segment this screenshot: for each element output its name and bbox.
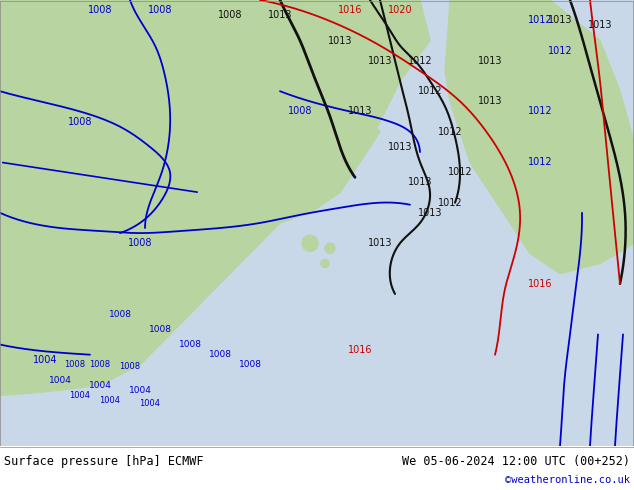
Polygon shape	[445, 0, 634, 273]
Text: 1004: 1004	[49, 375, 72, 385]
Circle shape	[50, 132, 70, 152]
Text: 1008: 1008	[179, 340, 202, 349]
Circle shape	[325, 243, 335, 253]
Text: 1008: 1008	[108, 310, 131, 318]
Text: 1008: 1008	[148, 325, 172, 334]
Circle shape	[563, 236, 577, 250]
Text: ©weatheronline.co.uk: ©weatheronline.co.uk	[505, 475, 630, 485]
Text: 1013: 1013	[368, 238, 392, 248]
Polygon shape	[0, 0, 430, 395]
Text: 1012: 1012	[437, 197, 462, 208]
Circle shape	[485, 127, 495, 137]
Text: 1004: 1004	[129, 386, 152, 394]
Text: 1013: 1013	[268, 10, 292, 20]
Circle shape	[302, 235, 318, 251]
Text: 1012: 1012	[527, 15, 552, 25]
Text: 1012: 1012	[408, 56, 432, 66]
Text: 1008: 1008	[65, 360, 86, 369]
Text: 1013: 1013	[388, 142, 412, 152]
Text: 1008: 1008	[209, 350, 231, 359]
Text: 1008: 1008	[288, 106, 313, 117]
Text: 1012: 1012	[527, 106, 552, 117]
Text: 1008: 1008	[87, 5, 112, 15]
Text: 1008: 1008	[127, 238, 152, 248]
Text: 1013: 1013	[368, 56, 392, 66]
Text: 1008: 1008	[217, 10, 242, 20]
Text: 1004: 1004	[33, 355, 57, 365]
Text: 1016: 1016	[527, 279, 552, 289]
Text: 1004: 1004	[70, 391, 91, 400]
Text: 1012: 1012	[437, 127, 462, 137]
Circle shape	[104, 90, 116, 102]
Circle shape	[496, 143, 504, 151]
Text: 1013: 1013	[548, 15, 573, 25]
Circle shape	[321, 259, 329, 268]
Text: 1008: 1008	[148, 5, 172, 15]
Text: 1008: 1008	[68, 117, 93, 126]
Text: 1008: 1008	[119, 362, 141, 371]
Text: Surface pressure [hPa] ECMWF: Surface pressure [hPa] ECMWF	[4, 455, 204, 468]
Circle shape	[88, 99, 112, 123]
Circle shape	[82, 93, 98, 109]
Text: 1004: 1004	[89, 381, 112, 390]
Text: 1016: 1016	[348, 344, 372, 355]
Text: 1016: 1016	[338, 5, 362, 15]
Text: 1013: 1013	[478, 56, 502, 66]
Text: 1008: 1008	[238, 360, 261, 369]
Text: 1013: 1013	[588, 21, 612, 30]
Text: We 05-06-2024 12:00 UTC (00+252): We 05-06-2024 12:00 UTC (00+252)	[402, 455, 630, 468]
Text: 1008: 1008	[89, 360, 110, 369]
Text: 1012: 1012	[527, 157, 552, 167]
Circle shape	[571, 219, 579, 227]
Circle shape	[575, 228, 585, 238]
Text: 1013: 1013	[418, 208, 443, 218]
Text: 1013: 1013	[328, 36, 353, 46]
Text: 1013: 1013	[408, 177, 432, 187]
Text: 1012: 1012	[548, 46, 573, 56]
Text: 1012: 1012	[448, 167, 472, 177]
Polygon shape	[0, 50, 380, 233]
Circle shape	[474, 136, 486, 148]
Circle shape	[48, 120, 62, 134]
Circle shape	[65, 127, 75, 137]
Text: 1013: 1013	[348, 106, 372, 117]
Text: 1004: 1004	[100, 396, 120, 405]
Text: 1004: 1004	[139, 399, 160, 408]
Text: 1012: 1012	[418, 86, 443, 96]
Text: 1020: 1020	[387, 5, 412, 15]
Text: 1013: 1013	[478, 97, 502, 106]
